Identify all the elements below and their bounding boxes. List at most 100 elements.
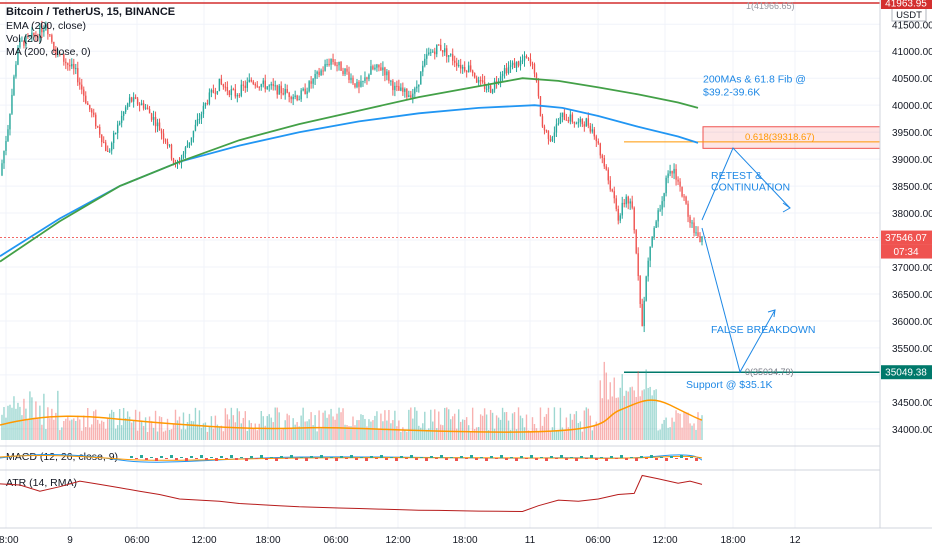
volume-bar xyxy=(51,408,53,440)
price-tick-label: 36500.00 xyxy=(892,290,932,301)
candle-body xyxy=(523,56,526,61)
candle-body xyxy=(695,232,697,234)
time-tick-label: 18:00 xyxy=(720,535,745,546)
arrow-head xyxy=(767,309,776,318)
volume-bar xyxy=(202,423,205,440)
volume-bar xyxy=(360,414,362,440)
price-tick-label: 37000.00 xyxy=(892,263,932,274)
volume-bar xyxy=(230,407,233,440)
volume-bar xyxy=(186,422,189,440)
volume-bar xyxy=(106,418,109,440)
symbol-title[interactable]: Bitcoin / TetherUS, 15, BINANCE xyxy=(6,6,175,18)
price-tick-label: 36000.00 xyxy=(892,317,932,328)
price-tick-label: 41500.00 xyxy=(892,20,932,31)
candle-body xyxy=(168,144,171,146)
volume-bar xyxy=(95,409,97,440)
annotation-text: Support @ $35.1K xyxy=(686,379,773,391)
candle-body xyxy=(436,44,438,55)
macd-hist-bar xyxy=(625,458,628,460)
candle-body xyxy=(308,81,310,92)
volume-bar xyxy=(61,427,63,440)
time-tick-label: 18:00 xyxy=(452,535,477,546)
candle-body xyxy=(495,81,498,83)
macd-hist-bar xyxy=(250,456,253,458)
volume-bar xyxy=(400,431,402,440)
volume-bar xyxy=(136,430,139,440)
volume-bar xyxy=(45,429,47,440)
volume-bar xyxy=(701,415,703,440)
candle-body xyxy=(330,58,332,65)
indicator-ma-label[interactable]: MA (200, close, 0) xyxy=(6,46,91,58)
indicator-ema-label[interactable]: EMA (200, close) xyxy=(6,20,86,32)
volume-bar xyxy=(687,412,689,440)
volume-ma-line xyxy=(0,399,703,433)
volume-bar xyxy=(65,418,67,440)
atr-line xyxy=(0,474,703,513)
volume-bar xyxy=(553,407,556,440)
volume-bar xyxy=(607,399,609,440)
volume-bar xyxy=(461,419,464,440)
candle-body xyxy=(609,180,611,190)
indicator-vol-label[interactable]: Vol (20) xyxy=(6,33,42,45)
candle-body xyxy=(356,81,358,88)
price-tick-label: 39000.00 xyxy=(892,155,932,166)
macd-hist-bar xyxy=(170,455,173,458)
candle-body xyxy=(503,68,506,74)
macd-hist-bar xyxy=(450,457,453,458)
volume-bar xyxy=(489,409,492,440)
candle-body xyxy=(697,232,699,237)
macd-hist-bar xyxy=(570,457,573,458)
candle-body xyxy=(573,121,576,124)
volume-bar xyxy=(525,414,528,440)
volume-bar xyxy=(659,429,661,440)
volume-bar xyxy=(404,430,406,440)
time-tick-label: 12:00 xyxy=(652,535,677,546)
candle-body xyxy=(509,65,512,67)
currency-label: USDT xyxy=(896,10,922,21)
candle-body xyxy=(114,133,117,135)
candle-body xyxy=(300,90,302,100)
candle-body xyxy=(400,87,402,91)
volume-bar xyxy=(521,418,524,440)
candle-body xyxy=(288,92,290,98)
volume-bar xyxy=(541,425,544,440)
candle-body xyxy=(91,109,93,113)
volume-bar xyxy=(47,407,49,440)
volume-bar xyxy=(673,421,675,440)
volume-bar xyxy=(501,407,504,440)
volume-bar xyxy=(244,411,246,440)
candle-body xyxy=(563,112,566,120)
volume-bar xyxy=(130,422,133,440)
candle-body xyxy=(487,85,490,89)
macd-hist-bar xyxy=(280,456,283,458)
macd-hist-bar xyxy=(595,458,598,460)
macd-hist-bar xyxy=(605,458,608,461)
annotation-text: RETEST & xyxy=(711,170,762,182)
projection-arrow-retest xyxy=(701,147,791,221)
time-axis[interactable]: 18:00 9 06:00 12:00 18:00 06:00 12:00 18:00 11 06… xyxy=(0,527,932,546)
candle-body xyxy=(148,109,151,114)
macd-hist-bar xyxy=(145,458,148,460)
candle-body xyxy=(152,117,155,120)
volume-bar xyxy=(164,430,167,440)
volume-bar xyxy=(122,407,125,440)
volume-bar xyxy=(79,419,81,440)
candle-body xyxy=(266,86,268,90)
candle-body xyxy=(226,87,229,91)
candle-body xyxy=(635,230,637,254)
price-axis[interactable]: 41500.00 41000.00 40500.00 40000.00 39500.00… xyxy=(879,0,932,528)
volume-bar xyxy=(274,407,276,440)
candle-body xyxy=(597,141,599,144)
volume-bar xyxy=(184,429,187,440)
candle-body xyxy=(276,85,278,95)
volume-bar xyxy=(258,423,260,440)
macd-hist-bar xyxy=(545,458,548,461)
volume-bar xyxy=(382,421,384,440)
volume-bar xyxy=(653,390,655,440)
candle-body xyxy=(581,118,584,125)
volume-bar xyxy=(260,410,262,440)
macd-hist-bar xyxy=(270,457,273,458)
candle-body xyxy=(643,300,645,327)
macd-label: MACD (12, 26, close, 9) xyxy=(6,451,118,463)
